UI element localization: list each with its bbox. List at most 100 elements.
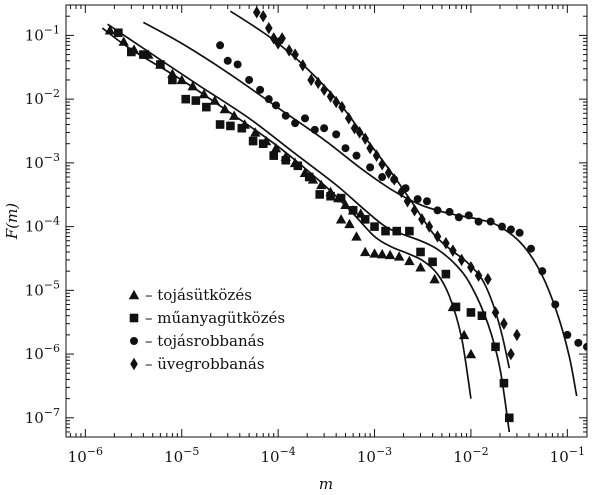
- data-point-diamond: [332, 95, 340, 109]
- data-point-circle: [320, 124, 329, 133]
- legend-marker-diamond: [130, 357, 138, 371]
- data-point-square: [392, 226, 402, 236]
- data-point-circle: [413, 195, 422, 204]
- data-point-diamond: [507, 347, 515, 361]
- data-point-circle: [583, 342, 587, 351]
- data-point-circle: [551, 300, 560, 309]
- data-point-circle: [271, 101, 280, 110]
- data-point-diamond: [403, 195, 412, 208]
- data-point-triangle: [335, 214, 347, 224]
- y-tick-label: 10−6: [25, 342, 60, 363]
- data-point-diamond: [298, 59, 307, 72]
- data-point-circle: [233, 60, 242, 69]
- data-point-triangle: [250, 127, 261, 137]
- x-tick-label: 10−5: [164, 445, 199, 466]
- data-point-triangle: [351, 231, 362, 241]
- data-point-diamond: [449, 244, 457, 257]
- plot-frame: [65, 4, 588, 438]
- x-tick-label: 10−3: [357, 445, 392, 466]
- data-point-circle: [281, 111, 290, 120]
- legend-label: – tojásütközés: [145, 286, 252, 304]
- data-point-circle: [245, 75, 254, 84]
- legend-marker-circle: [130, 337, 138, 345]
- data-point-square: [237, 123, 247, 133]
- data-point-square: [477, 311, 487, 321]
- data-point-square: [466, 308, 476, 317]
- data-point-triangle: [209, 95, 220, 105]
- data-point-circle: [422, 197, 431, 206]
- data-point-square: [168, 75, 177, 85]
- data-point-diamond: [474, 269, 483, 282]
- data-point-circle: [378, 173, 387, 182]
- data-point-triangle: [176, 74, 187, 85]
- data-point-square: [416, 247, 425, 257]
- data-point-triangle: [369, 248, 380, 258]
- y-tick-label: 10−3: [25, 151, 60, 172]
- y-tick-label: 10−4: [25, 215, 60, 236]
- data-point-square: [504, 413, 514, 423]
- data-point-square: [405, 226, 414, 236]
- data-point-square: [336, 193, 346, 203]
- data-point-circle: [291, 119, 300, 128]
- axis-ticks: [66, 5, 587, 437]
- data-point-square: [269, 151, 279, 160]
- data-point-triangle: [376, 248, 388, 259]
- data-point-circle: [527, 244, 536, 253]
- data-point-circle: [563, 330, 572, 339]
- data-point-circle: [474, 217, 483, 226]
- data-point-triangle: [316, 179, 327, 190]
- data-point-square: [360, 215, 370, 224]
- data-point-diamond: [500, 317, 508, 330]
- x-tick-label: 10−2: [453, 445, 488, 466]
- x-tick-label: 10−4: [260, 445, 295, 466]
- data-point-square: [127, 47, 136, 57]
- data-point-diamond: [366, 141, 374, 155]
- data-point-diamond: [269, 32, 278, 45]
- data-point-triangle: [359, 246, 371, 257]
- y-tick-label: 10−1: [25, 23, 60, 44]
- data-point-square: [258, 139, 268, 148]
- data-point-circle: [464, 211, 473, 220]
- data-point-square: [304, 172, 314, 182]
- data-point-diamond: [418, 213, 426, 226]
- data-point-triangle: [415, 262, 426, 272]
- y-tick-label: 10−5: [25, 278, 60, 299]
- data-point-square: [370, 222, 379, 231]
- legend-marker-square: [129, 313, 139, 323]
- data-point-triangle: [458, 329, 470, 340]
- data-point-circle: [366, 163, 375, 172]
- data-point-diamond: [425, 220, 434, 233]
- data-point-diamond: [433, 230, 442, 243]
- data-point-circle: [445, 207, 454, 216]
- data-point-triangle: [187, 80, 198, 91]
- data-point-square: [281, 155, 291, 165]
- data-point-diamond: [259, 10, 268, 23]
- data-point-diamond: [513, 328, 521, 342]
- data-point-square: [139, 50, 148, 59]
- data-point-diamond: [484, 272, 492, 286]
- data-point-diamond: [320, 83, 328, 97]
- data-point-square: [215, 120, 225, 129]
- data-point-diamond: [291, 48, 299, 61]
- x-axis-label: m: [319, 475, 333, 493]
- data-point-diamond: [264, 21, 273, 35]
- data-point-diamond: [314, 76, 322, 90]
- data-point-square: [326, 191, 335, 201]
- legend-marker-triangle: [128, 289, 140, 300]
- data-point-circle: [433, 206, 442, 215]
- data-point-diamond: [252, 6, 261, 19]
- y-tick-label: 10−7: [25, 406, 60, 427]
- data-point-square: [226, 121, 235, 131]
- data-point-diamond: [326, 90, 335, 103]
- data-point-triangle: [404, 255, 415, 266]
- data-point-square: [156, 60, 165, 69]
- data-point-diamond: [307, 73, 315, 87]
- data-point-diamond: [355, 126, 364, 139]
- data-point-diamond: [397, 185, 406, 199]
- data-point-diamond: [390, 173, 399, 186]
- data-point-square: [428, 257, 437, 267]
- data-point-circle: [515, 228, 524, 237]
- data-point-diamond: [442, 236, 450, 250]
- data-point-square: [191, 96, 201, 105]
